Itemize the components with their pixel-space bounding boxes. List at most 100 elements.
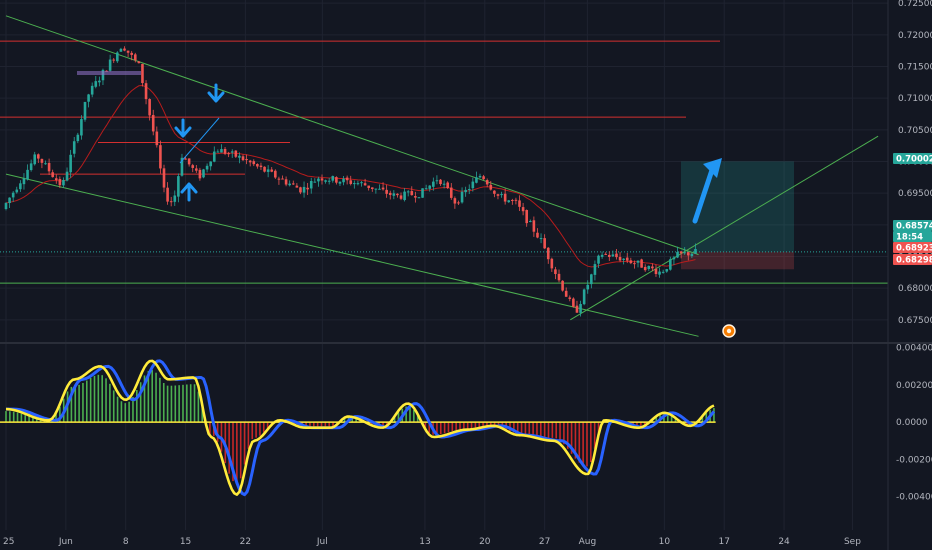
trend-lines[interactable] [5,15,879,337]
candle-body-11 [44,163,47,165]
candle-body-192 [694,248,697,254]
time-tick-5: Jul [316,537,328,547]
candle-body-89 [324,180,327,182]
candle-body-163 [590,274,593,285]
candle-body-180 [651,266,654,269]
candle-body-27 [101,69,105,81]
candle-body-73 [266,169,270,172]
candle-body-20 [76,134,80,142]
candle-body-53 [195,168,198,171]
grid [0,0,932,530]
candle-body-4 [19,183,22,190]
candle-body-65 [238,155,241,158]
time-tick-4: 22 [240,537,251,547]
candle-body-52 [191,165,195,168]
candle-body-165 [597,255,600,264]
time-tick-12: 24 [778,537,790,547]
candle-body-151 [546,247,550,260]
candle-body-62 [227,153,230,155]
candle-body-78 [284,179,288,185]
candle-body-103 [374,188,378,190]
candle-body-38 [141,63,144,84]
candle-body-67 [245,159,248,161]
candle-body-128 [464,189,467,193]
candle-body-182 [658,271,661,275]
price-tick-2: 0.71500 [898,63,932,73]
candle-body-167 [604,253,607,255]
candle-body-156 [564,290,568,297]
candle-body-75 [274,170,277,178]
osc-signal-line [6,359,716,497]
price-badge-label-1: 0.68574 [896,222,932,232]
candle-body-127 [460,191,464,203]
candle-body-188 [679,251,683,254]
candle-body-54 [198,169,202,179]
candle-body-185 [669,259,672,270]
candle-body-152 [550,258,554,269]
time-tick-6: 13 [419,537,430,547]
candle-body-145 [525,210,528,224]
price-tick-1: 0.72000 [898,31,932,41]
time-tick-8: 27 [539,537,550,547]
candle-body-129 [467,189,471,191]
candle-body-97 [353,183,356,185]
candle-body-9 [37,154,40,159]
candle-body-166 [600,254,604,257]
candle-body-176 [636,260,640,263]
time-tick-3: 15 [180,537,191,547]
time-tick-7: 20 [479,537,491,547]
osc-main-line [5,359,715,496]
candle-body-158 [572,298,575,307]
candle-body-61 [223,148,227,154]
candle-body-7 [29,163,33,171]
candle-body-56 [205,165,209,170]
candle-body-149 [539,238,543,240]
support-trend-line [570,135,879,321]
candle-body-155 [561,280,564,291]
candle-body-98 [356,183,360,185]
price-badge-label-0: 0.70002 [896,155,932,165]
candle-body-80 [291,183,295,185]
candle-body-40 [148,99,151,116]
candle-body-13 [51,172,54,178]
candle-body-153 [554,269,557,275]
candle-body-41 [151,114,155,132]
candle-body-120 [435,180,439,182]
candle-body-105 [381,187,385,190]
candle-body-118 [428,185,432,189]
candle-body-162 [586,284,590,290]
time-tick-2: 8 [123,537,129,547]
horizontal-levels[interactable] [0,40,888,284]
candle-body-154 [557,273,561,281]
candle-body-99 [360,182,363,184]
drawings[interactable] [77,71,736,338]
candle-body-184 [665,269,669,272]
event-marker-dot [726,328,732,334]
candle-body-186 [672,257,676,260]
candle-body-5 [22,178,26,185]
candle-body-126 [457,202,460,204]
candle-body-1 [8,197,11,204]
candle-body-22 [83,101,87,120]
candle-body-100 [363,183,367,186]
candle-body-79 [288,183,291,186]
candle-body-143 [518,200,521,207]
candle-body-177 [640,259,643,268]
time-axis[interactable]: 25 Jun 8 15 22 Jul 13 20 27 Aug 10 17 24 Sep [3,537,861,547]
candle-body-134 [485,180,489,185]
time-tick-13: Sep [844,537,861,547]
candle-body-47 [173,195,177,202]
candle-body-42 [155,131,159,146]
osc-tick-4: -0.00400 [896,493,932,503]
candle-body-130 [471,181,475,189]
candle-body-159 [575,305,579,313]
candle-body-187 [676,251,679,258]
candle-body-34 [126,50,130,53]
candle-body-168 [607,254,611,257]
candle-body-160 [579,303,582,313]
candle-body-157 [568,297,572,299]
price-axis[interactable]: 0.72500 0.72000 0.71500 0.71000 0.70500 0.700… [887,0,932,550]
price-badge-4 [893,254,932,265]
candle-body-138 [500,194,503,196]
